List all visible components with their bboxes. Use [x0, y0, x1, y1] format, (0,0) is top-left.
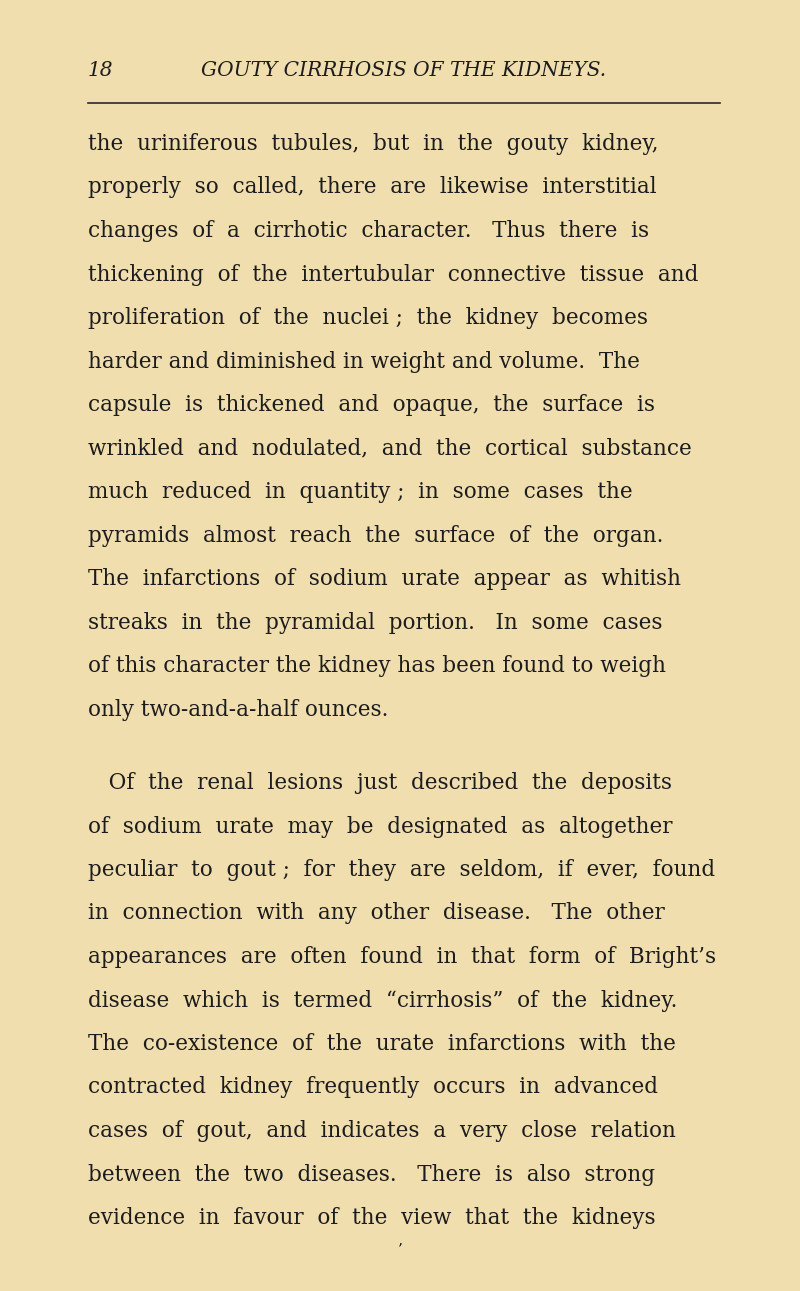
Text: peculiar  to  gout ;  for  they  are  seldom,  if  ever,  found: peculiar to gout ; for they are seldom, …: [88, 859, 715, 880]
Text: harder and diminished in weight and volume.  The: harder and diminished in weight and volu…: [88, 350, 640, 373]
Text: the  uriniferous  tubules,  but  in  the  gouty  kidney,: the uriniferous tubules, but in the gout…: [88, 133, 658, 155]
Text: Of  the  renal  lesions  just  described  the  deposits: Of the renal lesions just described the …: [88, 772, 672, 794]
Text: evidence  in  favour  of  the  view  that  the  kidneys: evidence in favour of the view that the …: [88, 1207, 656, 1229]
Text: of  sodium  urate  may  be  designated  as  altogether: of sodium urate may be designated as alt…: [88, 816, 673, 838]
Text: GOUTY CIRRHOSIS OF THE KIDNEYS.: GOUTY CIRRHOSIS OF THE KIDNEYS.: [202, 61, 606, 80]
Text: proliferation  of  the  nuclei ;  the  kidney  becomes: proliferation of the nuclei ; the kidney…: [88, 307, 648, 329]
Text: pyramids  almost  reach  the  surface  of  the  organ.: pyramids almost reach the surface of the…: [88, 524, 663, 546]
Text: thickening  of  the  intertubular  connective  tissue  and: thickening of the intertubular connectiv…: [88, 263, 698, 285]
Text: streaks  in  the  pyramidal  portion.   In  some  cases: streaks in the pyramidal portion. In som…: [88, 612, 662, 634]
Text: 18: 18: [88, 61, 114, 80]
Text: The  infarctions  of  sodium  urate  appear  as  whitish: The infarctions of sodium urate appear a…: [88, 568, 681, 590]
Text: properly  so  called,  there  are  likewise  interstitial: properly so called, there are likewise i…: [88, 177, 657, 199]
Text: contracted  kidney  frequently  occurs  in  advanced: contracted kidney frequently occurs in a…: [88, 1077, 658, 1099]
Text: between  the  two  diseases.   There  is  also  strong: between the two diseases. There is also …: [88, 1163, 655, 1185]
Text: appearances  are  often  found  in  that  form  of  Bright’s: appearances are often found in that form…: [88, 946, 716, 968]
Text: disease  which  is  termed  “cirrhosis”  of  the  kidney.: disease which is termed “cirrhosis” of t…: [88, 989, 678, 1012]
Text: cases  of  gout,  and  indicates  a  very  close  relation: cases of gout, and indicates a very clos…: [88, 1121, 676, 1143]
Text: ’: ’: [398, 1242, 402, 1256]
Text: wrinkled  and  nodulated,  and  the  cortical  substance: wrinkled and nodulated, and the cortical…: [88, 438, 692, 460]
Text: in  connection  with  any  other  disease.   The  other: in connection with any other disease. Th…: [88, 902, 665, 924]
Text: only two-and-a-half ounces.: only two-and-a-half ounces.: [88, 698, 388, 720]
Text: capsule  is  thickened  and  opaque,  the  surface  is: capsule is thickened and opaque, the sur…: [88, 394, 655, 416]
Text: changes  of  a  cirrhotic  character.   Thus  there  is: changes of a cirrhotic character. Thus t…: [88, 219, 649, 241]
Text: much  reduced  in  quantity ;  in  some  cases  the: much reduced in quantity ; in some cases…: [88, 482, 633, 503]
Text: of this character the kidney has been found to weigh: of this character the kidney has been fo…: [88, 655, 666, 676]
Text: The  co-existence  of  the  urate  infarctions  with  the: The co-existence of the urate infarction…: [88, 1033, 676, 1055]
